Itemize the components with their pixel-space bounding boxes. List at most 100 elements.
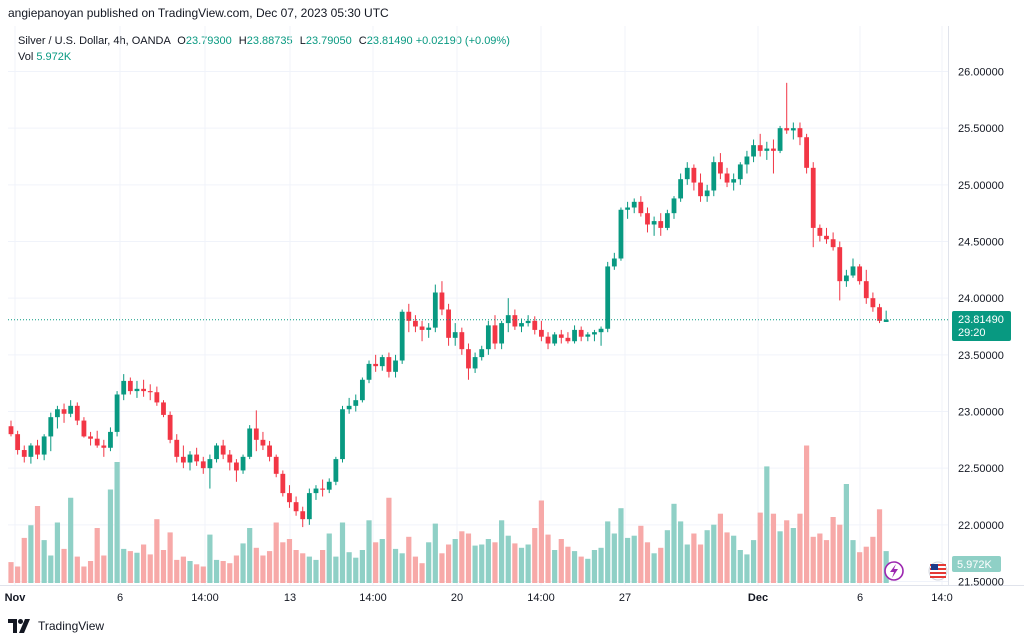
volume-bar [445, 544, 452, 583]
volume-bar [565, 546, 571, 583]
volume-bar [373, 542, 379, 583]
candle-body [870, 298, 876, 308]
candle-body [41, 436, 47, 455]
volume-bar [167, 532, 173, 583]
volume-bar [8, 562, 14, 583]
candle-body [598, 328, 604, 333]
candle-body [691, 167, 697, 183]
candle-body [552, 334, 558, 344]
volume-bar [545, 534, 551, 583]
volume-bar [260, 555, 266, 583]
lightning-icon[interactable] [884, 561, 904, 581]
candle-body [625, 207, 630, 210]
volume-bar [717, 513, 724, 583]
volume-bar [678, 521, 684, 583]
candle-body [35, 445, 40, 455]
volume-bar [273, 522, 279, 583]
candle-body [88, 436, 93, 439]
volume-bar [810, 536, 816, 583]
last-price-tag: 23.81490 29:20 [952, 311, 1011, 341]
volume-bar [505, 535, 511, 583]
symbol-title[interactable]: Silver / U.S. Dollar, 4h, OANDA [18, 35, 171, 47]
volume-bar [711, 524, 717, 583]
bar-countdown: 29:20 [958, 327, 986, 339]
candle-body [638, 201, 644, 214]
price-tick-label: 25.50000 [958, 123, 1004, 135]
volume-bar [54, 522, 61, 583]
candle-body [572, 329, 577, 342]
volume-bar [671, 503, 677, 583]
volume-bar [459, 531, 465, 583]
volume-bar [48, 555, 54, 583]
volume-bar [293, 550, 299, 583]
candle-body [525, 320, 531, 324]
candle-body [300, 511, 306, 520]
volume-bar [784, 520, 790, 583]
volume-bar [750, 540, 757, 583]
candle-body [393, 360, 398, 372]
volume-bar [180, 556, 186, 583]
volume-bar [598, 547, 604, 583]
candle-body [234, 462, 239, 471]
volume-row: Vol 5.972K [18, 49, 510, 65]
time-tick-label: Nov [5, 592, 27, 604]
candle-body [605, 266, 611, 329]
volume-bar [558, 539, 564, 583]
volume-bar [850, 540, 856, 583]
candle-body [293, 502, 299, 512]
price-tick-label: 23.00000 [958, 407, 1004, 419]
volume-bar [664, 530, 670, 583]
volume-bar [631, 535, 637, 583]
candle-body [21, 450, 27, 457]
candle-body [744, 156, 750, 165]
volume-bar [74, 556, 80, 583]
volume-bar [247, 528, 253, 583]
time-axis[interactable]: Nov 6 14:00 13 14:00 20 14:00 27 Dec 6 14:0 [5, 592, 953, 604]
candle-body [558, 334, 564, 338]
candle-body [227, 454, 233, 463]
candle-body [134, 388, 140, 392]
candle-body [68, 405, 74, 414]
footer-brand: TradingView [38, 619, 105, 633]
candle-body [147, 391, 153, 393]
candle-body [512, 315, 518, 327]
volume-bar [366, 520, 372, 583]
volume-bar [306, 556, 312, 583]
volume-tag-value: 5.972K [957, 559, 993, 571]
candle-body [499, 323, 505, 344]
volume-bar [339, 522, 346, 583]
time-tick-label: 14:0 [931, 592, 952, 604]
volume-bar [207, 534, 213, 583]
volume-bar [863, 546, 869, 583]
candle-body [399, 311, 405, 361]
volume-bar [68, 497, 74, 583]
candle-body [631, 201, 637, 208]
volume-bar [21, 537, 27, 583]
candle-body [353, 400, 359, 406]
candle-body [452, 332, 458, 338]
price-axis[interactable]: 26.00000 25.50000 25.00000 24.50000 24.00000… [958, 67, 1004, 589]
volume-bar [419, 563, 425, 583]
candle-body [479, 349, 485, 358]
time-tick-label: 6 [117, 592, 123, 604]
candle-body [15, 434, 21, 451]
candle-body [167, 414, 173, 440]
candlestick-chart[interactable]: 26.00000 25.50000 25.00000 24.50000 24.00000… [0, 26, 1024, 611]
volume-bar [326, 533, 332, 583]
low-value: 23.79050 [305, 35, 352, 47]
volume-bar [777, 531, 783, 583]
candle-body [359, 379, 365, 401]
volume-bar [194, 564, 200, 583]
volume-bar [638, 525, 644, 583]
price-tick-label: 23.50000 [958, 350, 1004, 362]
candle-body [585, 334, 591, 337]
volume-bar [220, 561, 226, 583]
volume-bars [8, 445, 889, 583]
volume-bar [127, 551, 133, 583]
volume-bar [174, 559, 180, 583]
volume-bar [764, 466, 770, 583]
us-flag-icon[interactable] [928, 561, 948, 581]
candle-body [253, 428, 259, 440]
candle-body [539, 329, 544, 337]
volume-bar [605, 521, 611, 583]
